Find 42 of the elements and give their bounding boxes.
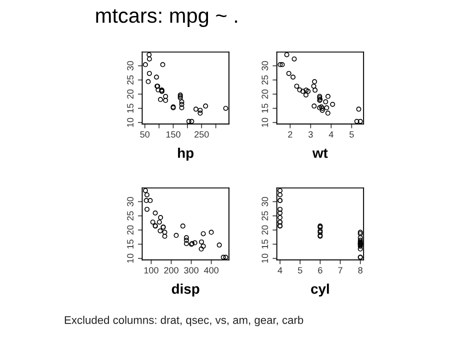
x-tick-label: 100	[144, 267, 158, 274]
x-tick-label: 400	[204, 267, 218, 274]
x-tick-label: 8	[358, 267, 362, 274]
x-tick-label: 4	[328, 131, 334, 138]
x-axis-title: hp	[178, 148, 194, 161]
y-tick-label: 25	[127, 75, 134, 85]
x-tick-label: 2	[288, 131, 292, 138]
x-tick-label: 7	[338, 267, 342, 274]
x-tick-label: 6	[318, 267, 322, 274]
y-tick-label: 15	[262, 240, 268, 249]
x-tick-label: 4	[278, 267, 282, 274]
y-tick-label: 15	[262, 104, 268, 113]
y-tick-label: 25	[262, 75, 268, 85]
y-tick-label: 20	[262, 89, 268, 99]
x-tick-label: 5	[298, 267, 302, 274]
y-tick-label: 25	[127, 211, 134, 220]
y-tick-label: 30	[262, 61, 268, 70]
y-tick-label: 30	[127, 61, 134, 70]
x-tick-label: 5	[350, 131, 354, 138]
x-tick-label: 3	[308, 131, 313, 138]
x-axis-title: cyl	[311, 284, 329, 297]
y-tick-label: 15	[127, 104, 134, 113]
y-tick-label: 20	[127, 225, 134, 235]
x-tick-label: 50	[140, 131, 150, 138]
chart-title: mtcars: mpg ~ .	[96, 9, 238, 28]
y-tick-label: 10	[262, 118, 268, 127]
y-tick-label: 10	[262, 254, 268, 263]
x-tick-label: 250	[194, 131, 209, 138]
text: Excluded columns: drat, qsec, vs, am, gear, carb	[64, 316, 304, 326]
x-axis-title: disp	[172, 284, 200, 297]
y-tick-label: 20	[262, 225, 268, 235]
x-axis-title: wt	[312, 148, 328, 158]
y-tick-label: 30	[262, 196, 268, 206]
y-tick-label: 25	[262, 211, 268, 220]
y-tick-label: 15	[127, 240, 134, 249]
x-tick-label: 150	[166, 131, 180, 138]
x-tick-label: 200	[164, 267, 178, 274]
y-tick-label: 20	[127, 89, 134, 99]
x-tick-label: 300	[184, 267, 198, 274]
y-tick-label: 30	[127, 196, 134, 206]
y-tick-label: 10	[127, 118, 134, 127]
y-tick-label: 10	[127, 254, 134, 263]
